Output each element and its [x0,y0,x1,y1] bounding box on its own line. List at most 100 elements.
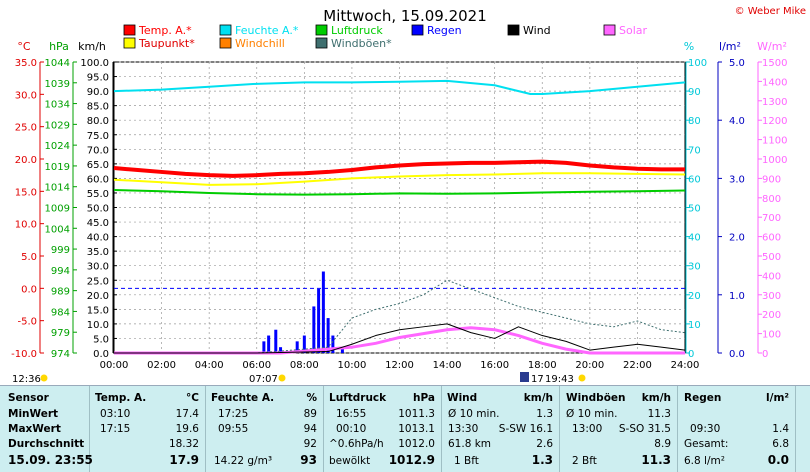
rain-total-label: Gesamt: [684,438,729,450]
pressure-axis-tick-label: 1009 [45,204,70,215]
legend-label: Wind [523,24,551,37]
stats-col-wind: Wind km/h Ø 10 min. 1.3 13:30 S-SW 16.1 … [442,386,560,472]
moon-label: 17 [531,374,544,385]
legend-swatch [219,37,232,49]
temp-axis-tick-label: -10.0 [11,349,37,360]
wind-axis-tick-label: 90.0 [87,87,109,98]
rain-unit-label: l/m² [719,40,741,53]
temp-max-value: 19.6 [175,423,199,435]
legend-swatch [315,37,328,49]
rain-bar [321,271,325,353]
solar-axis-tick-label: 400 [762,271,781,282]
rain-axis-tick-label: 4.0 [729,116,745,127]
left-sun-icon [40,374,48,382]
rain-bar [262,341,266,353]
legend-swatch [123,24,136,36]
wind-axis-tick-label: 0.0 [93,349,109,360]
weather-chart: Mittwoch, 15.09.2021 © Weber Mike Temp. … [11,6,806,385]
time-tick-label: 20:00 [575,360,604,371]
humidity-axis-tick-label: 100 [688,58,707,69]
time-tick-label: 00:00 [100,360,129,371]
wind-axis-tick-label: 40.0 [87,233,109,244]
solar-axis-tick-label: 500 [762,252,781,263]
solar-axis-tick-label: 1300 [762,97,787,108]
humidity-min-value: 89 [303,408,317,420]
wind-avg-value: 2.6 [536,438,553,450]
rain-bar [274,329,278,353]
stats-col-pressure: Luftdruck hPa 16:55 1011.3 00:10 1013.1 … [324,386,442,472]
legend-swatch [123,37,136,49]
humidity-axis-tick-label: 0 [688,349,694,360]
time-tick-label: 08:00 [290,360,319,371]
temp-min-value: 17.4 [175,408,199,420]
time-tick-label: 14:00 [433,360,462,371]
stats-col-humidity: Feuchte A. % 17:25 89 09:55 94 92 14.22 … [206,386,324,472]
solar-axis-tick-label: 800 [762,194,781,205]
gust-beaufort: 2 Bft [572,455,597,467]
time-tick-label: 16:00 [480,360,509,371]
solar-axis-tick-label: 100 [762,330,781,341]
rain-bar [331,335,335,353]
rain-axis-tick-label: 5.0 [729,58,745,69]
sunrise-icon [278,374,286,382]
rain-axis-tick-label: 2.0 [729,233,745,244]
pressure-axis-tick-label: 984 [51,307,70,318]
wind-axis-tick-label: 65.0 [87,160,109,171]
wind-max-time: 13:30 [448,423,479,435]
legend-label: Feuchte A.* [235,24,299,37]
rain-current-value: 0.0 [767,453,789,467]
time-tick-label: 04:00 [195,360,224,371]
rain-total-value: 6.8 [772,438,789,450]
legend-swatch [507,24,520,36]
legend-label: Luftdruck [331,24,383,37]
wind-axis-tick-label: 95.0 [87,73,109,84]
pressure-axis-tick-label: 994 [51,266,70,277]
wind-axis-tick-label: 25.0 [87,276,109,287]
temp-header: Temp. A. [95,392,147,404]
stats-col-gust: Windböen km/h Ø 10 min. 11.3 13:00 S-SO … [560,386,678,472]
grid [114,61,685,354]
rain-axis-tick-label: 3.0 [729,174,745,185]
wind-axis-tick-label: 100.0 [80,58,109,69]
humidity-axis-tick-label: 50 [688,204,701,215]
wind-current-value: 1.3 [531,453,553,467]
legend-swatch [411,24,424,36]
temp-axis-tick-label: 10.0 [15,220,37,231]
wind-axis-tick-label: 60.0 [87,174,109,185]
temp-max-time: 17:15 [100,423,131,435]
temp-axis-tick-label: 5.0 [21,252,37,263]
rain-unit: l/m² [766,392,789,404]
pressure-axis-tick-label: 974 [51,349,70,360]
rain-bar [326,318,330,353]
gust-unit: km/h [641,392,671,404]
gust-header: Windböen [566,392,626,404]
wind-axis-tick-label: 70.0 [87,145,109,156]
rain-bar [312,306,316,353]
wind-axis-tick-label: 80.0 [87,116,109,127]
sensor-header: Sensor [8,392,49,404]
wind-avg10-value: 1.3 [536,408,553,420]
wind-max-value: S-SW 16.1 [498,423,553,435]
wind-axis-tick-label: 55.0 [87,189,109,200]
copyright-label: © Weber Mike [735,6,806,17]
rain-bar [295,341,299,353]
legend-label: Temp. A.* [138,24,192,37]
pressure-axis-tick-label: 1024 [45,141,70,152]
pressure-max-time: 00:10 [336,423,367,435]
gust-max-value: S-SO 31.5 [618,423,671,435]
legend-swatch [315,24,328,36]
stats-col-rain: Regen l/m² 09:30 1.4 Gesamt: 6.8 6.8 l/m… [678,386,796,472]
rain-bar [340,347,344,353]
temp-axis-tick-label: 20.0 [15,155,37,166]
rain-axis-tick-label: 1.0 [729,291,745,302]
temp-axis-tick-label: -5.0 [17,317,37,328]
temperature-line [113,159,685,178]
time-tick-label: 18:00 [528,360,557,371]
humidity-max-time: 09:55 [218,423,249,435]
time-tick-label: 10:00 [338,360,367,371]
wind-run: 61.8 km [448,438,492,450]
pressure-axis-tick-label: 1014 [45,183,70,194]
wind-line [114,323,686,354]
wind-avg10-label: Ø 10 min. [448,408,500,420]
pressure-axis-tick-label: 999 [51,245,70,256]
